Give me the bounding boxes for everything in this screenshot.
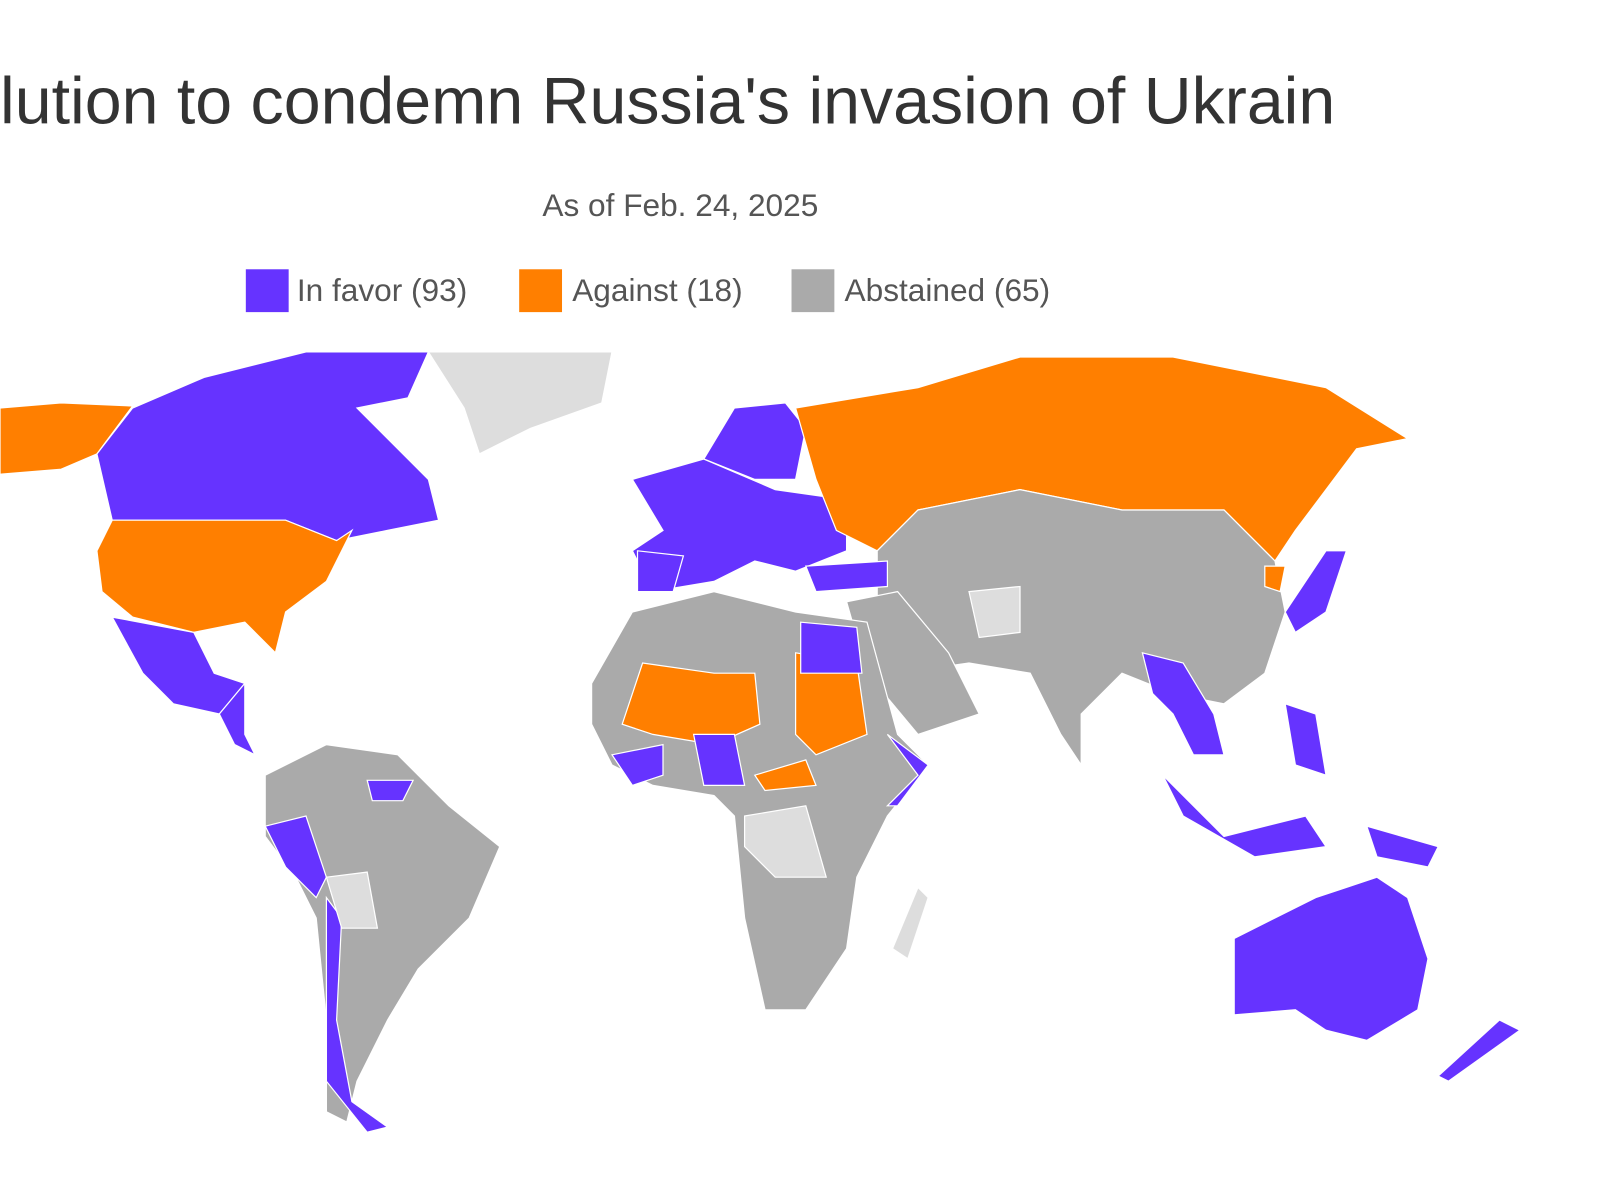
country (692, 733, 746, 787)
country (111, 616, 246, 715)
country (794, 356, 1410, 562)
legend-swatch (245, 269, 289, 313)
content: lution to condemn Russia's invasion of U… (0, 64, 1521, 1133)
country (743, 805, 828, 878)
legend-swatch (791, 269, 835, 313)
country (636, 550, 685, 593)
country (891, 886, 929, 960)
country (804, 560, 889, 593)
legend-label: In favor (93) (297, 272, 467, 308)
legend-label: Against (18) (572, 272, 742, 308)
country (96, 519, 354, 654)
country (1162, 774, 1328, 858)
country (325, 895, 390, 1133)
world-map (0, 351, 1521, 1133)
country (610, 743, 664, 787)
country (264, 815, 328, 899)
legend: In favor (93) Against (18) Abstained (65… (245, 269, 1051, 313)
country (1284, 550, 1348, 634)
country (1437, 1019, 1521, 1082)
title: lution to condemn Russia's invasion of U… (0, 64, 1335, 138)
subtitle: As of Feb. 24, 2025 (542, 187, 818, 223)
country (621, 662, 761, 746)
legend-swatch (519, 269, 563, 313)
country (885, 733, 930, 807)
country (325, 871, 379, 929)
country (631, 458, 848, 593)
country (264, 743, 501, 1123)
country (1141, 651, 1225, 756)
country (96, 351, 440, 542)
country (800, 621, 863, 674)
country (366, 779, 415, 802)
country (427, 351, 613, 455)
country (753, 759, 817, 792)
country (1284, 702, 1327, 777)
country (218, 681, 257, 757)
country (1233, 876, 1429, 1042)
country (1264, 565, 1286, 593)
country (0, 402, 134, 475)
legend-label: Abstained (65) (845, 272, 1051, 308)
country (968, 585, 1021, 639)
country (1365, 825, 1440, 868)
